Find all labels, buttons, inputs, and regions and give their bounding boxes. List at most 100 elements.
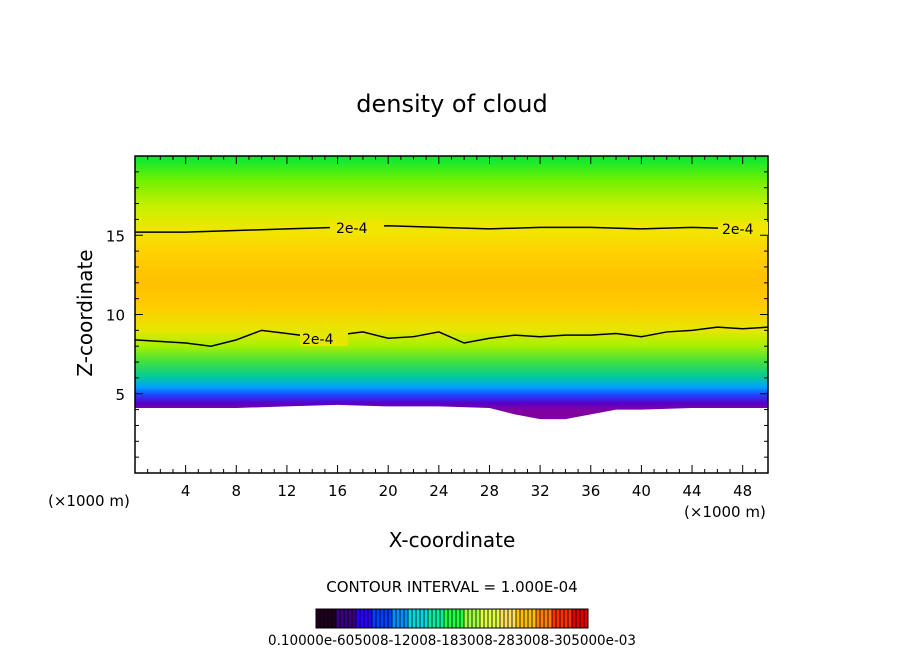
plot-area [135,156,768,473]
colorbar-tick-labels: 0.10000e-605008-12008-183008-283008-3050… [268,633,636,649]
colorbar-swatch [512,609,516,628]
colorbar-swatch [424,609,428,628]
colorbar-swatch [372,609,376,628]
colorbar-swatch [380,609,384,628]
colorbar-swatch [548,609,552,628]
colorbar-swatch [452,609,456,628]
x-unit-label-left: (×1000 m) [48,492,130,510]
colorbar-swatch [388,609,392,628]
colorbar-swatch [360,609,364,628]
contour-label-upper-1: 2e-4 [336,221,368,237]
colorbar-swatch [536,609,540,628]
colorbar-swatch [324,609,328,628]
contour-lower-2e-4 [135,326,768,347]
colorbar-swatch [348,609,352,628]
colorbar-swatch [472,609,476,628]
colorbar-swatch [564,609,568,628]
colorbar-swatch [544,609,548,628]
colorbar-swatch [468,609,472,628]
colorbar-swatch [528,609,532,628]
colorbar-swatch [484,609,488,628]
colorbar [315,609,588,628]
colorbar-swatch [520,609,524,628]
colorbar-swatch [488,609,492,628]
x-unit-label-right: (×1000 m) [684,503,766,521]
colorbar-swatch [420,609,424,628]
colorbar-swatch [532,609,536,628]
x-tick-label: 8 [232,482,242,500]
colorbar-swatch [336,609,340,628]
colorbar-swatch [332,609,336,628]
colorbar-swatch [508,609,512,628]
colorbar-swatch [448,609,452,628]
colorbar-swatch [436,609,440,628]
colorbar-swatch [356,609,360,628]
x-tick-label: 24 [429,482,448,500]
colorbar-swatch [396,609,400,628]
contour-interval-text: CONTOUR INTERVAL = 1.000E-04 [326,578,577,596]
colorbar-swatch [480,609,484,628]
contour-label-bg [718,222,768,236]
colorbar-swatch [524,609,528,628]
colorbar-swatch [576,609,580,628]
clear-air-region [135,404,768,473]
x-axis-label: X-coordinate [389,528,516,552]
chart-title: density of cloud [356,90,547,118]
colorbar-swatch [320,609,324,628]
colorbar-swatch [328,609,332,628]
y-axis: 5 10 15 [106,171,768,458]
colorbar-swatch [392,609,396,628]
x-tick-label: 20 [379,482,398,500]
colorbar-swatch [556,609,560,628]
colorbar-swatch [568,609,572,628]
colorbar-swatch [416,609,420,628]
x-axis: 4 8 12 16 20 24 28 32 36 40 44 48 [147,156,756,500]
x-tick-label: 12 [277,482,296,500]
colorbar-swatch [492,609,496,628]
colorbar-swatch [476,609,480,628]
contour-label-lower: 2e-4 [302,332,334,348]
contour-label-bg [330,221,384,235]
y-axis-label: Z-coordinate [73,249,97,376]
colorbar-swatch [432,609,436,628]
colorbar-swatch [408,609,412,628]
colorbar-swatch [496,609,500,628]
colorbar-swatch [572,609,576,628]
y-tick-label: 10 [106,307,125,325]
y-tick-label: 15 [106,227,125,245]
colorbar-swatch [316,609,320,628]
colorbar-swatch [540,609,544,628]
colorbar-swatch [376,609,380,628]
colorbar-swatch [440,609,444,628]
colorbar-swatch [340,609,344,628]
contour-label-bg [300,332,348,346]
contour-upper-2e-4 [135,224,768,233]
colorbar-swatch [560,609,564,628]
colorbar-swatch [404,609,408,628]
colorbar-swatch [368,609,372,628]
x-tick-label: 48 [733,482,752,500]
colorbar-swatch [344,609,348,628]
contour-label-upper-2: 2e-4 [722,222,754,238]
colorbar-swatch [584,609,588,628]
x-tick-label: 40 [632,482,651,500]
colorbar-swatch [444,609,448,628]
colorbar-frame [315,608,589,629]
colorbar-swatch [464,609,468,628]
y-tick-label: 5 [115,386,125,404]
x-tick-label: 4 [181,482,191,500]
colorbar-swatch [516,609,520,628]
colorbar-swatch [504,609,508,628]
colorbar-swatch [364,609,368,628]
x-tick-label: 16 [328,482,347,500]
colorbar-swatch [580,609,584,628]
colorbar-swatch [552,609,556,628]
x-tick-label: 36 [581,482,600,500]
colorbar-swatch [456,609,460,628]
x-tick-label: 32 [531,482,550,500]
x-tick-label: 44 [682,482,701,500]
colorbar-swatch [460,609,464,628]
colorbar-swatch [500,609,504,628]
colorbar-swatch [428,609,432,628]
